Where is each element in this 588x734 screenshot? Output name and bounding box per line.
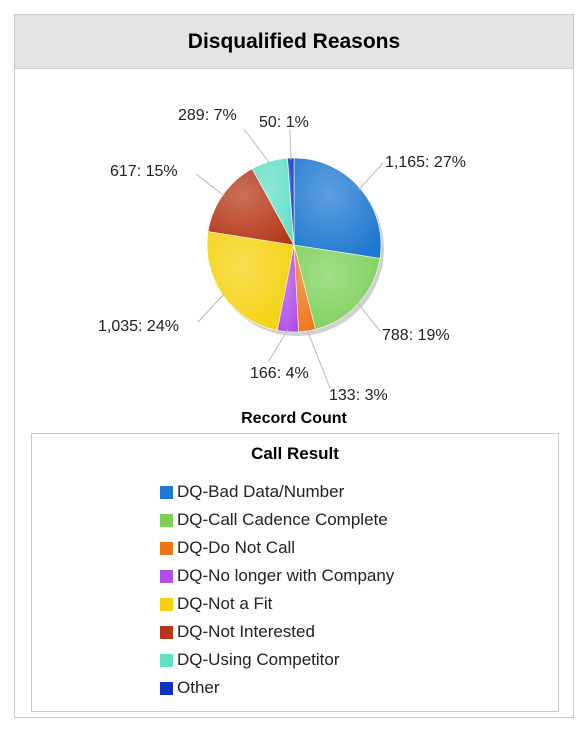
pie-slice-highlight [294,158,381,259]
leader-line [358,162,384,191]
legend-swatch [160,485,173,499]
slice-label: 289: 7% [178,107,237,124]
pie-chart: 1,165: 27% 788: 19% 133: 3% 166: 4% 1,035: 2… [98,107,466,427]
leader-line [289,128,292,161]
chart-title: Disqualified Reasons [187,29,401,53]
pie-slice-highlight [287,158,294,245]
pie-slice-highlight [208,168,294,245]
leader-line [306,328,331,389]
leader-line [267,329,289,363]
legend-item[interactable]: DQ-No longer with Company [160,562,394,590]
pie-slice-highlight [252,158,294,245]
legend-swatch [160,569,173,583]
slice-label: 50: 1% [259,114,309,131]
legend-item[interactable]: DQ-Bad Data/Number [160,478,394,506]
slice-label: 788: 19% [382,327,450,344]
legend-list: DQ-Bad Data/Number DQ-Call Cadence Comple… [160,478,394,702]
legend-swatch [160,513,173,527]
measure-label: Record Count [241,410,347,427]
panel-header: Disqualified Reasons [15,15,573,69]
slice-label: 166: 4% [250,365,309,382]
legend-title: Call Result [251,444,339,463]
legend-label: DQ-Using Competitor [177,650,340,669]
legend-item[interactable]: DQ-Do Not Call [160,534,394,562]
legend-item[interactable]: DQ-Using Competitor [160,646,394,674]
legend-item[interactable]: Other [160,674,394,702]
legend-label: DQ-Do Not Call [177,538,296,557]
slice-label: 1,035: 24% [98,318,179,335]
leader-line [356,301,381,332]
leader-line [195,173,225,197]
chart-panel: Disqualified Reasons [14,14,574,718]
legend-swatch [160,681,173,695]
slice-label: 1,165: 27% [385,154,466,171]
slice-label: 617: 15% [110,163,178,180]
legend-item[interactable]: DQ-Not Interested [160,618,394,646]
pie-slice-highlight [294,245,316,332]
legend-swatch [160,597,173,611]
leader-line [243,128,271,164]
legend-label: DQ-Call Cadence Complete [177,510,388,529]
pie-slice-highlight [277,245,299,332]
legend-label: DQ-Bad Data/Number [177,482,345,501]
legend-swatch [160,541,173,555]
slice-label: 133: 3% [329,387,388,404]
legend-item[interactable]: DQ-Not a Fit [160,590,394,618]
legend-swatch [160,653,173,667]
leader-line [197,293,225,323]
legend-swatch [160,625,173,639]
pie-slice-highlight [207,231,294,331]
legend: Call Result DQ-Bad Data/Number DQ-Call Ca… [31,433,559,712]
legend-label: Other [177,678,220,697]
legend-label: DQ-No longer with Company [177,566,395,585]
legend-item[interactable]: DQ-Call Cadence Complete [160,506,394,534]
legend-label: DQ-Not a Fit [177,594,273,613]
legend-label: DQ-Not Interested [177,622,315,641]
pie-slice-highlight [294,245,380,330]
